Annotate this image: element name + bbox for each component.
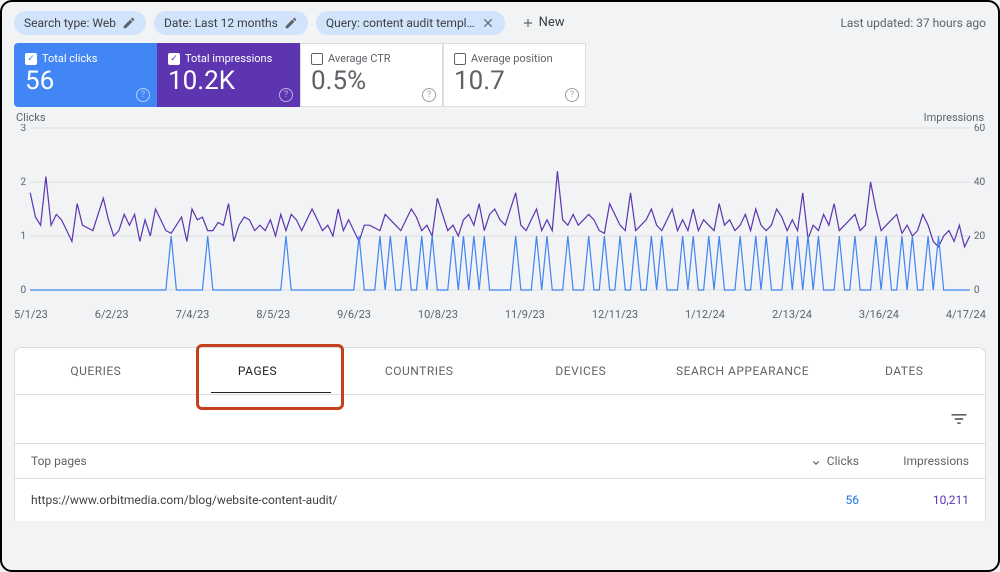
metric-position[interactable]: Average position 10.7 ? (443, 43, 586, 107)
tab-dates[interactable]: DATES (823, 348, 985, 394)
right-axis-label: Impressions (924, 111, 984, 124)
filter-bar: Search type: Web Date: Last 12 months Qu… (2, 2, 998, 43)
performance-chart: 0 1 2 3 0 20 40 60 (14, 124, 986, 304)
metric-ctr[interactable]: Average CTR 0.5% ? (300, 43, 443, 107)
pencil-icon (284, 16, 298, 30)
tab-bar: QUERIESPAGESCOUNTRIESDEVICESSEARCH APPEA… (15, 348, 985, 394)
new-label: New (539, 15, 565, 30)
svg-text:40: 40 (974, 177, 986, 188)
last-updated: Last updated: 37 hours ago (840, 16, 986, 30)
svg-text:2: 2 (20, 177, 26, 188)
data-panel: QUERIESPAGESCOUNTRIESDEVICESSEARCH APPEA… (14, 347, 986, 521)
svg-text:1: 1 (20, 231, 26, 242)
help-icon[interactable]: ? (422, 88, 436, 102)
help-icon[interactable]: ? (136, 88, 150, 102)
tab-underline (211, 392, 331, 393)
checkbox-icon (25, 53, 37, 65)
row-impressions: 10,211 (859, 493, 969, 507)
chip-label: Query: content audit templ… (326, 16, 475, 30)
x-axis-labels: 5/1/236/2/237/4/238/5/239/6/2310/8/2311/… (14, 304, 986, 321)
checkbox-icon (454, 53, 466, 65)
pencil-icon (122, 16, 136, 30)
checkbox-icon (311, 53, 323, 65)
svg-text:3: 3 (20, 124, 26, 134)
help-icon[interactable]: ? (279, 88, 293, 102)
svg-text:20: 20 (974, 231, 986, 242)
col-impressions[interactable]: Impressions (859, 454, 969, 468)
svg-text:0: 0 (974, 285, 980, 296)
new-filter-button[interactable]: New (513, 10, 573, 35)
svg-text:60: 60 (974, 124, 986, 134)
tab-pages[interactable]: PAGES (177, 348, 339, 394)
filter-chip-query[interactable]: Query: content audit templ… (316, 11, 505, 35)
row-url: https://www.orbitmedia.com/blog/website-… (31, 493, 749, 507)
help-icon[interactable]: ? (565, 88, 579, 102)
tab-devices[interactable]: DEVICES (500, 348, 662, 394)
row-clicks: 56 (749, 493, 859, 507)
metric-clicks[interactable]: Total clicks 56 ? (14, 43, 157, 107)
tab-queries[interactable]: QUERIES (15, 348, 177, 394)
chip-label: Search type: Web (24, 16, 116, 30)
tab-search-appearance[interactable]: SEARCH APPEARANCE (662, 348, 824, 394)
svg-text:0: 0 (20, 285, 26, 296)
plus-icon (521, 16, 535, 30)
checkbox-icon (168, 53, 180, 65)
filter-icon[interactable] (949, 409, 969, 429)
tab-countries[interactable]: COUNTRIES (338, 348, 500, 394)
col-clicks[interactable]: Clicks (749, 454, 859, 468)
col-pages: Top pages (31, 454, 749, 468)
arrow-down-icon (809, 454, 823, 468)
metric-impressions[interactable]: Total impressions 10.2K ? (157, 43, 300, 107)
close-icon[interactable] (481, 16, 495, 30)
metrics-row: Total clicks 56 ? Total impressions 10.2… (2, 43, 998, 107)
left-axis-label: Clicks (16, 111, 46, 124)
table-header: Top pages Clicks Impressions (15, 443, 985, 478)
chart-area: Clicks Impressions 0 1 2 3 0 20 40 60 5/1/236/2… (2, 107, 998, 337)
filter-chip-search-type[interactable]: Search type: Web (14, 11, 146, 35)
filter-chip-date[interactable]: Date: Last 12 months (154, 11, 308, 35)
table-row[interactable]: https://www.orbitmedia.com/blog/website-… (15, 478, 985, 521)
chip-label: Date: Last 12 months (164, 16, 278, 30)
